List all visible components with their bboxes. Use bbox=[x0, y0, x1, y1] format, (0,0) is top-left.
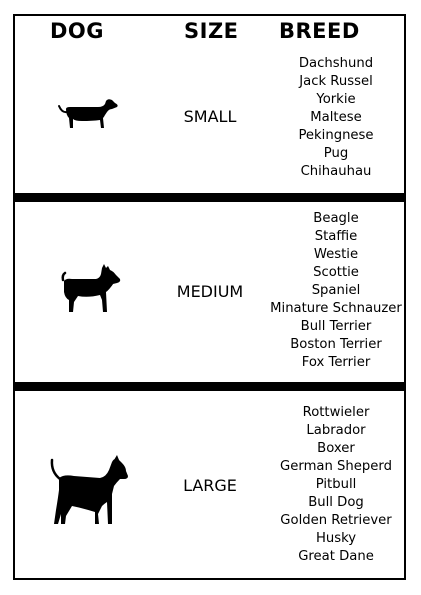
table-frame bbox=[13, 14, 406, 580]
great-dane-icon bbox=[50, 455, 128, 524]
list-item: Pug bbox=[323, 146, 349, 161]
dachshund-icon bbox=[58, 99, 118, 128]
row-divider bbox=[13, 382, 406, 391]
header-size: SIZE bbox=[184, 19, 239, 43]
list-item: Great Dane bbox=[298, 549, 374, 564]
header-dog: DOG bbox=[50, 19, 105, 43]
list-item: Dachshund bbox=[298, 56, 374, 71]
list-item: Golden Retriever bbox=[280, 513, 392, 528]
list-item: Husky bbox=[315, 531, 357, 546]
list-item: Maltese bbox=[310, 110, 362, 125]
list-item: Pekingnese bbox=[298, 128, 374, 143]
list-item: Bull Terrier bbox=[300, 319, 372, 334]
list-item: Labrador bbox=[306, 423, 366, 438]
list-item: Rottwieler bbox=[302, 405, 370, 420]
breed-list-small: Dachshund Jack Russel Yorkie Maltese Pek… bbox=[268, 55, 404, 181]
list-item: Westie bbox=[313, 247, 359, 262]
size-label-large: LARGE bbox=[183, 476, 237, 495]
list-item: Pitbull bbox=[315, 477, 357, 492]
breed-list-medium: Beagle Staffie Westie Scottie Spaniel Mi… bbox=[268, 210, 404, 372]
list-item: Boxer bbox=[317, 441, 355, 456]
list-item: Scottie bbox=[313, 265, 359, 280]
list-item: German Sheperd bbox=[280, 459, 392, 474]
size-label-medium: MEDIUM bbox=[176, 282, 244, 301]
list-item: Spaniel bbox=[311, 283, 361, 298]
list-item: Yorkie bbox=[316, 92, 356, 107]
row-divider bbox=[13, 193, 406, 202]
schnauzer-icon bbox=[61, 264, 121, 312]
list-item: Chihauhau bbox=[300, 164, 372, 179]
list-item: Beagle bbox=[313, 211, 359, 226]
list-item: Minature Schnauzer bbox=[270, 301, 402, 316]
list-item: Fox Terrier bbox=[301, 355, 371, 370]
list-item: Bull Dog bbox=[308, 495, 364, 510]
list-item: Staffie bbox=[314, 229, 358, 244]
header-breed: BREED bbox=[279, 19, 360, 43]
breed-list-large: Rottwieler Labrador Boxer German Sheperd… bbox=[268, 404, 404, 566]
list-item: Jack Russel bbox=[299, 74, 373, 89]
list-item: Boston Terrier bbox=[290, 337, 382, 352]
size-label-small: SMALL bbox=[183, 107, 237, 126]
